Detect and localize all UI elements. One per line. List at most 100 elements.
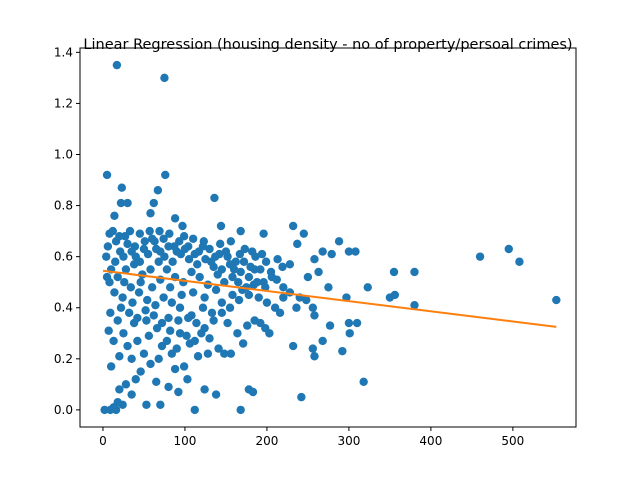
scatter-point-108 xyxy=(164,313,173,323)
scatter-point-3 xyxy=(161,170,170,180)
scatter-point-195 xyxy=(187,267,196,277)
scatter-point-4 xyxy=(117,183,127,192)
scatter-point-257 xyxy=(139,244,149,254)
scatter-point-263 xyxy=(190,249,199,259)
scatter-point-80 xyxy=(142,400,151,409)
scatter-point-50 xyxy=(345,329,354,338)
scatter-point-146 xyxy=(205,244,214,254)
scatter-point-109 xyxy=(175,329,185,338)
scatter-point-93 xyxy=(152,377,161,386)
scatter-point-160 xyxy=(279,293,288,302)
scatter-point-86 xyxy=(111,405,121,415)
scatter-point-166 xyxy=(262,298,272,307)
scatter-point-137 xyxy=(159,234,168,243)
scatter-point-205 xyxy=(111,257,120,266)
scatter-point-172 xyxy=(209,316,218,325)
scatter-point-114 xyxy=(228,290,237,300)
scatter-point-49 xyxy=(338,346,347,356)
scatter-point-187 xyxy=(121,265,131,274)
scatter-point-9 xyxy=(149,198,158,208)
x-axis-ticks: 0 100 200 300 400 500 xyxy=(99,427,524,448)
scatter-point-260 xyxy=(164,242,173,251)
scatter-point-261 xyxy=(172,247,181,256)
scatter-point-150 xyxy=(226,237,236,246)
scatter-point-31 xyxy=(324,283,333,292)
scatter-point-101 xyxy=(115,352,124,361)
scatter-point-182 xyxy=(126,283,136,292)
scatter-point-34 xyxy=(475,252,485,261)
y-tick-label-0: 0.0 xyxy=(54,403,73,417)
scatter-point-52 xyxy=(288,341,298,351)
scatter-point-81 xyxy=(127,390,136,399)
scatter-point-104 xyxy=(119,329,128,338)
scatter-point-113 xyxy=(217,298,227,307)
scatter-point-91 xyxy=(136,367,145,376)
plot-frame xyxy=(79,47,577,428)
scatter-point-28 xyxy=(278,262,287,272)
scatter-point-265 xyxy=(206,257,216,266)
scatter-point-232 xyxy=(190,336,199,346)
scatter-point-270 xyxy=(257,249,267,259)
scatter-point-18 xyxy=(259,229,268,238)
chart-title: Linear Regression (housing density - no … xyxy=(83,37,572,53)
scatter-point-46 xyxy=(318,336,327,346)
scatter-point-191 xyxy=(154,257,163,266)
scatter-point-124 xyxy=(103,242,113,251)
scatter-point-256 xyxy=(131,252,140,261)
x-tick-label-0: 0 xyxy=(99,434,107,448)
scatter-point-224 xyxy=(124,308,134,318)
y-tick-label-3: 0.6 xyxy=(54,250,73,264)
scatter-point-204 xyxy=(261,283,270,292)
scatter-point-73 xyxy=(359,377,368,386)
scatter-point-132 xyxy=(135,229,145,238)
scatter-point-62 xyxy=(220,349,229,358)
scatter-point-178 xyxy=(159,293,168,302)
scatter-point-102 xyxy=(106,362,116,371)
scatter-point-248 xyxy=(177,290,186,300)
scatter-point-239 xyxy=(162,336,172,346)
scatter-point-20 xyxy=(334,237,344,246)
scatter-point-231 xyxy=(182,331,191,341)
scatter-point-159 xyxy=(272,275,281,284)
scatter-point-92 xyxy=(146,359,155,369)
scatter-point-13 xyxy=(178,221,187,231)
scatter-point-183 xyxy=(118,293,127,302)
scatter-point-11 xyxy=(110,211,119,220)
scatter-point-170 xyxy=(225,303,235,312)
scatter-point-171 xyxy=(217,308,227,318)
scatter-point-47 xyxy=(310,311,319,320)
scatter-point-215 xyxy=(193,260,202,269)
scatter-point-22 xyxy=(351,247,360,256)
scatter-point-23 xyxy=(327,249,336,259)
scatter-point-255 xyxy=(123,239,132,249)
scatter-point-184 xyxy=(110,288,119,297)
y-tick-label-1: 0.2 xyxy=(54,352,73,366)
scatter-point-88 xyxy=(115,385,124,394)
scatter-point-67 xyxy=(292,303,301,312)
scatter-point-240 xyxy=(172,344,181,353)
x-tick-label-500: 500 xyxy=(501,434,524,448)
scatter-point-206 xyxy=(119,252,128,261)
y-axis-ticks: 0.0 0.2 0.4 0.6 0.8 1.0 1.2 1.4 xyxy=(54,45,80,417)
scatter-point-267 xyxy=(229,265,239,274)
scatter-point-8 xyxy=(123,198,132,208)
scatter-point-161 xyxy=(285,288,295,297)
scatter-point-74 xyxy=(190,405,199,415)
scatter-point-212 xyxy=(168,257,177,266)
scatter-point-111 xyxy=(198,303,208,312)
scatter-point-68 xyxy=(250,316,259,325)
scatter-point-123 xyxy=(102,252,111,261)
scatter-point-133 xyxy=(140,237,149,246)
scatter-point-194 xyxy=(179,277,188,287)
scatter-point-264 xyxy=(198,242,208,251)
scatter-point-243 xyxy=(128,298,137,307)
y-tick-label-2: 0.4 xyxy=(54,301,73,315)
scatter-point-1 xyxy=(160,73,169,83)
scatter-point-250 xyxy=(200,293,209,302)
scatter-point-112 xyxy=(207,308,217,318)
scatter-point-228 xyxy=(157,318,167,328)
scatter-point-33 xyxy=(410,267,419,277)
scatter-point-14 xyxy=(216,221,226,231)
scatter-point-60 xyxy=(193,352,203,361)
scatter-point-134 xyxy=(145,226,154,236)
